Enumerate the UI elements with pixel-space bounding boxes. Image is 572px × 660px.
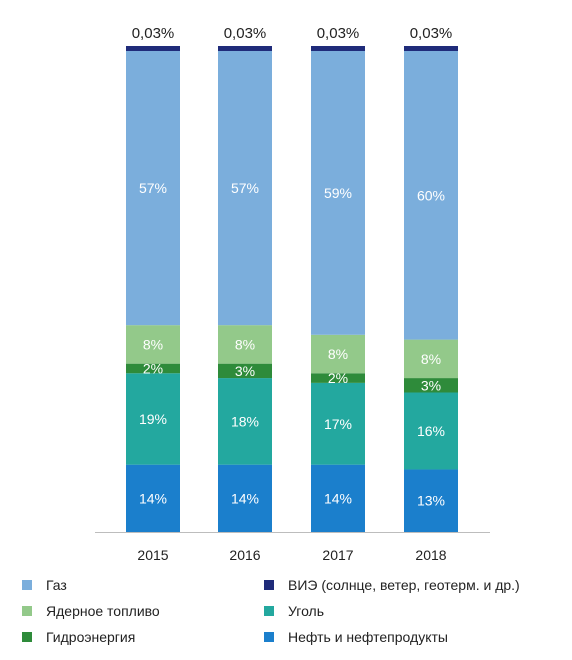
legend-label: ВИЭ (солнце, ветер, геотерм. и др.) bbox=[288, 577, 520, 593]
bar-segment-2015-гидроэнергия bbox=[126, 363, 180, 374]
data-label-renewables: 0,03% bbox=[317, 25, 360, 42]
x-tick-label: 2015 bbox=[137, 547, 168, 563]
legend-label: Нефть и нефтепродукты bbox=[288, 629, 448, 645]
data-label: 19% bbox=[139, 411, 167, 427]
bar-segment-2018-уголь bbox=[404, 392, 458, 470]
legend-item: Уголь bbox=[264, 603, 324, 619]
data-label: 60% bbox=[417, 187, 445, 203]
bar-segment-2017-виэ bbox=[311, 46, 365, 51]
data-label: 3% bbox=[235, 363, 255, 379]
data-label: 2% bbox=[328, 370, 348, 386]
data-label: 57% bbox=[139, 180, 167, 196]
legend-label: Газ bbox=[46, 577, 67, 593]
bar-segment-2017-газ bbox=[311, 51, 365, 335]
bar-segment-2015-газ bbox=[126, 51, 180, 326]
legend-label: Уголь bbox=[288, 603, 325, 619]
legend-item: ВИЭ (солнце, ветер, геотерм. и др.) bbox=[264, 577, 520, 593]
legend-item: Ядерное топливо bbox=[22, 603, 160, 619]
data-label: 8% bbox=[328, 346, 348, 362]
bar-segment-2015-нефть bbox=[126, 464, 180, 532]
bar-segment-2018-нефть bbox=[404, 469, 458, 532]
data-label: 57% bbox=[231, 180, 259, 196]
bar-segment-2018-виэ bbox=[404, 46, 458, 51]
data-label: 8% bbox=[421, 351, 441, 367]
data-label-renewables: 0,03% bbox=[410, 25, 453, 42]
bar-segment-2015-виэ bbox=[126, 46, 180, 51]
data-label: 13% bbox=[417, 493, 445, 509]
bar-segment-2016-газ bbox=[218, 51, 272, 326]
x-tick-label: 2017 bbox=[322, 547, 353, 563]
data-label: 17% bbox=[324, 416, 352, 432]
bar-segment-2017-уголь bbox=[311, 382, 365, 465]
data-label-renewables: 0,03% bbox=[132, 25, 175, 42]
legend-label: Ядерное топливо bbox=[46, 603, 160, 619]
data-label-renewables: 0,03% bbox=[224, 25, 267, 42]
data-label: 16% bbox=[417, 423, 445, 439]
legend-item: Нефть и нефтепродукты bbox=[264, 629, 448, 645]
legend-swatch bbox=[264, 606, 274, 616]
data-label: 2% bbox=[143, 360, 163, 376]
legend-item: Гидроэнергия bbox=[22, 629, 135, 645]
data-label: 8% bbox=[143, 336, 163, 352]
legend-label: Гидроэнергия bbox=[46, 629, 136, 645]
legend-swatch bbox=[22, 580, 32, 590]
legend-item: Газ bbox=[22, 577, 67, 593]
x-tick-label: 2018 bbox=[415, 547, 446, 563]
data-label: 14% bbox=[231, 490, 259, 506]
bar-segment-2016-нефть bbox=[218, 464, 272, 532]
bar-segment-2018-гидроэнергия bbox=[404, 378, 458, 393]
legend-swatch bbox=[264, 632, 274, 642]
data-label: 59% bbox=[324, 185, 352, 201]
legend-swatch bbox=[22, 606, 32, 616]
x-tick-label: 2016 bbox=[229, 547, 260, 563]
legend-swatch bbox=[22, 632, 32, 642]
data-label: 18% bbox=[231, 413, 259, 429]
bar-segment-2018-газ bbox=[404, 51, 458, 340]
bar-segment-2016-виэ bbox=[218, 46, 272, 51]
data-label: 14% bbox=[324, 490, 352, 506]
legend-swatch bbox=[264, 580, 274, 590]
bar-segment-2016-гидроэнергия bbox=[218, 363, 272, 379]
bar-segment-2015-ядерное bbox=[126, 325, 180, 364]
bar-segment-2017-гидроэнергия bbox=[311, 373, 365, 383]
bar-segment-2015-уголь bbox=[126, 373, 180, 465]
bar-segment-2018-ядерное bbox=[404, 339, 458, 379]
bar-segment-2016-ядерное bbox=[218, 325, 272, 364]
bar-segment-2017-ядерное bbox=[311, 334, 365, 374]
bar-segment-2016-уголь bbox=[218, 378, 272, 465]
data-label: 14% bbox=[139, 490, 167, 506]
bar-segment-2017-нефть bbox=[311, 464, 365, 532]
data-label: 3% bbox=[421, 377, 441, 393]
data-label: 8% bbox=[235, 336, 255, 352]
